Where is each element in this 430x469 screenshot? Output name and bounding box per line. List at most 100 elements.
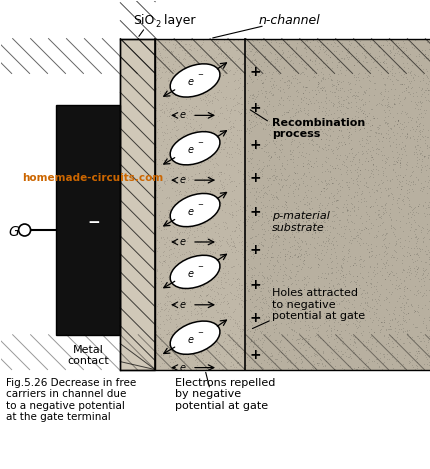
Point — [242, 215, 249, 222]
Point — [182, 298, 189, 305]
Point — [249, 91, 256, 98]
Point — [185, 325, 192, 332]
Point — [369, 160, 375, 168]
Point — [346, 79, 353, 86]
Point — [322, 293, 329, 300]
Point — [171, 277, 178, 285]
Point — [345, 299, 352, 306]
Point — [414, 308, 421, 316]
Point — [392, 45, 399, 53]
Point — [237, 297, 244, 304]
Point — [194, 129, 200, 136]
Point — [253, 111, 260, 118]
Point — [227, 347, 234, 355]
Point — [335, 286, 341, 293]
Point — [259, 97, 266, 105]
Point — [240, 152, 247, 160]
Point — [219, 71, 226, 78]
Point — [355, 225, 362, 233]
Point — [399, 339, 405, 347]
Point — [224, 255, 230, 263]
Point — [192, 186, 199, 194]
Point — [369, 112, 375, 120]
Point — [198, 295, 205, 303]
Point — [294, 175, 301, 182]
Point — [267, 358, 274, 365]
Point — [407, 84, 414, 91]
Point — [181, 197, 188, 204]
Point — [280, 176, 287, 184]
Point — [345, 267, 352, 274]
Point — [196, 340, 203, 347]
Point — [295, 180, 302, 188]
Point — [253, 210, 260, 218]
Point — [283, 211, 290, 218]
Point — [317, 356, 324, 363]
Point — [388, 337, 395, 345]
Point — [384, 137, 391, 145]
Point — [258, 295, 264, 303]
Point — [311, 97, 318, 104]
Point — [336, 165, 343, 173]
Point — [386, 176, 393, 184]
Point — [158, 279, 165, 287]
Point — [324, 199, 331, 207]
Point — [374, 207, 381, 214]
Point — [336, 262, 343, 270]
Point — [400, 242, 407, 250]
Point — [413, 269, 420, 276]
Point — [284, 282, 291, 289]
Point — [411, 239, 418, 247]
Point — [233, 126, 240, 134]
Point — [299, 162, 306, 170]
Point — [218, 109, 225, 117]
Point — [379, 333, 386, 340]
Point — [200, 281, 207, 289]
Point — [249, 239, 256, 246]
Point — [281, 250, 288, 258]
Point — [405, 275, 412, 282]
Point — [320, 184, 327, 191]
Point — [225, 151, 232, 158]
Point — [355, 256, 362, 264]
Point — [204, 153, 211, 161]
Point — [280, 152, 287, 160]
Point — [157, 207, 163, 214]
Point — [422, 344, 429, 351]
Point — [349, 338, 356, 345]
Point — [351, 92, 358, 100]
Point — [295, 353, 301, 361]
Point — [221, 247, 228, 255]
Point — [220, 353, 227, 360]
Point — [424, 255, 430, 263]
Point — [296, 38, 303, 45]
Point — [276, 186, 283, 194]
Point — [260, 142, 267, 150]
Point — [187, 123, 194, 131]
Point — [157, 271, 163, 278]
Point — [361, 87, 368, 94]
Point — [210, 107, 217, 114]
Point — [191, 127, 198, 135]
Point — [236, 206, 243, 213]
Point — [254, 341, 261, 349]
Point — [154, 248, 160, 255]
Point — [215, 69, 221, 76]
Point — [372, 313, 378, 321]
Point — [282, 219, 289, 227]
Point — [276, 146, 283, 154]
Point — [347, 157, 354, 164]
Point — [292, 39, 299, 46]
Point — [276, 218, 283, 225]
Point — [260, 183, 267, 191]
Point — [171, 340, 178, 348]
Point — [325, 232, 332, 239]
Point — [401, 142, 408, 149]
Point — [332, 255, 339, 262]
Point — [424, 172, 430, 180]
Point — [192, 126, 199, 134]
Point — [218, 252, 225, 260]
Point — [204, 97, 211, 104]
Point — [243, 154, 250, 161]
Point — [202, 292, 209, 300]
